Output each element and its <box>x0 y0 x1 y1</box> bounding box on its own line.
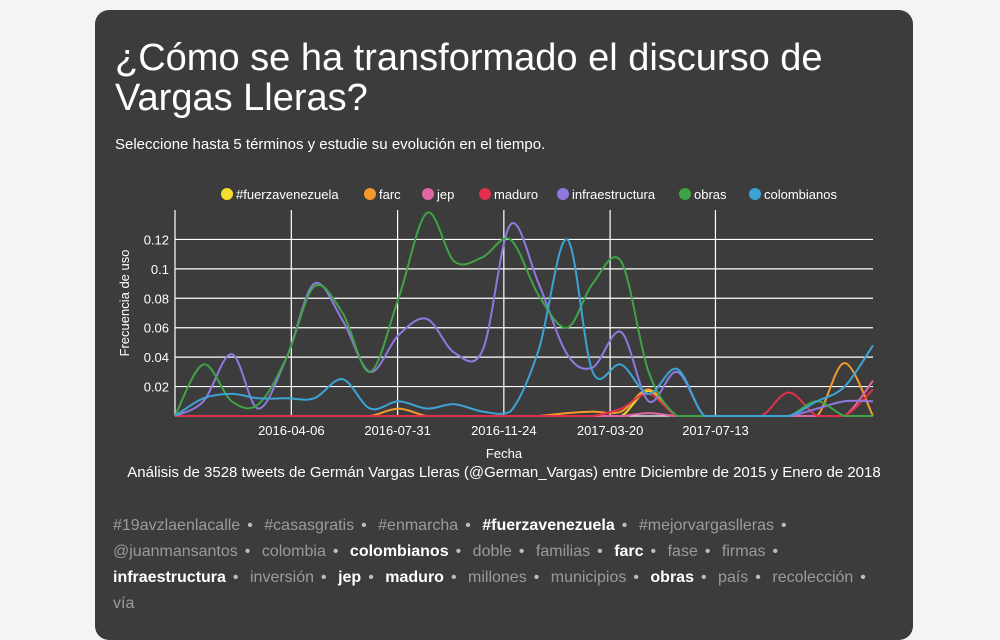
term-separator: • <box>597 543 603 560</box>
legend-label[interactable]: maduro <box>494 187 538 202</box>
term-option[interactable]: vía <box>113 595 135 612</box>
legend-label[interactable]: colombianos <box>764 187 837 202</box>
term-option[interactable]: #casasgratis <box>264 517 355 534</box>
term-option[interactable]: #fuerzavenezuela <box>482 517 615 534</box>
content-card: ¿Cómo se ha transformado el discurso de … <box>95 10 913 640</box>
term-option[interactable]: maduro <box>385 569 444 586</box>
term-option[interactable]: colombianos <box>349 543 449 560</box>
term-separator: • <box>621 517 628 534</box>
y-tick-label: 0.12 <box>144 232 169 247</box>
y-tick-label: 0.04 <box>144 350 169 365</box>
page-subtitle: Seleccione hasta 5 términos y estudie su… <box>115 136 546 153</box>
legend-swatch[interactable] <box>364 188 376 200</box>
term-frequency-line-chart: #fuerzavenezuela farc jep maduro infraestruc… <box>117 187 874 461</box>
term-option[interactable]: infraestructura <box>113 569 226 586</box>
series-line <box>174 238 874 417</box>
term-option[interactable]: doble <box>472 543 512 560</box>
x-tick-label: 2016-11-24 <box>471 423 537 438</box>
term-separator: • <box>361 517 367 534</box>
legend-label[interactable]: obras <box>694 187 727 202</box>
legend-swatch[interactable] <box>422 188 434 200</box>
x-tick-label: 2017-03-20 <box>577 423 644 438</box>
term-option[interactable]: colombia <box>261 543 326 560</box>
term-separator: • <box>755 569 761 586</box>
term-separator: • <box>704 543 711 560</box>
y-tick-label: 0.1 <box>151 262 169 277</box>
series-line <box>174 388 874 417</box>
term-separator: • <box>772 543 779 560</box>
analysis-caption: Análisis de 3528 tweets de Germán Vargas… <box>127 464 881 481</box>
term-separator: • <box>650 543 657 560</box>
x-tick-label: 2016-04-06 <box>258 423 325 438</box>
series-line <box>174 390 873 417</box>
term-separator: • <box>244 543 251 560</box>
term-option[interactable]: firmas <box>721 543 766 560</box>
term-separator: • <box>781 517 787 534</box>
term-option[interactable]: municipios <box>550 569 627 586</box>
y-axis-title: Frecuencia de uso <box>117 250 132 357</box>
term-option[interactable]: fase <box>667 543 698 560</box>
y-tick-label: 0.02 <box>144 380 169 395</box>
term-option[interactable]: @juanmansantos <box>113 543 238 560</box>
term-separator: • <box>247 517 253 534</box>
term-separator: • <box>518 543 525 560</box>
x-tick-label: 2017-07-13 <box>682 423 749 438</box>
term-option[interactable]: #19avzlaenlacalle <box>113 517 241 534</box>
term-option[interactable]: jep <box>338 569 362 586</box>
term-selector: #19avzlaenlacalle • #casasgratis • #enmarc… <box>113 513 898 617</box>
term-separator: • <box>700 569 707 586</box>
term-separator: • <box>465 517 471 534</box>
term-separator: • <box>332 543 339 560</box>
x-tick-label: 2016-07-31 <box>364 423 431 438</box>
legend-label[interactable]: farc <box>379 187 401 202</box>
term-separator: • <box>533 569 540 586</box>
term-option[interactable]: millones <box>468 569 527 586</box>
legend-label[interactable]: infraestructura <box>572 187 656 202</box>
legend-swatch[interactable] <box>679 188 691 200</box>
x-axis-title: Fecha <box>486 446 523 461</box>
term-option[interactable]: familias <box>535 543 591 560</box>
legend-swatch[interactable] <box>749 188 761 200</box>
term-separator: • <box>455 543 462 560</box>
legend-swatch[interactable] <box>557 188 569 200</box>
legend-swatch[interactable] <box>479 188 491 200</box>
term-separator: • <box>860 569 866 586</box>
term-option[interactable]: obras <box>650 569 694 586</box>
term-option[interactable]: #enmarcha <box>378 517 459 534</box>
term-option[interactable]: inversión <box>249 569 315 586</box>
term-separator: • <box>232 569 239 586</box>
y-tick-label: 0.06 <box>144 321 169 336</box>
legend-label[interactable]: #fuerzavenezuela <box>236 187 339 202</box>
term-separator: • <box>368 569 374 586</box>
term-option[interactable]: #mejorvargaslleras <box>638 517 775 534</box>
term-separator: • <box>450 569 457 586</box>
legend-swatch[interactable] <box>221 188 233 200</box>
term-option[interactable]: farc <box>614 543 644 560</box>
term-separator: • <box>633 569 639 586</box>
y-tick-label: 0.08 <box>144 291 169 306</box>
term-option[interactable]: país <box>718 569 749 586</box>
term-option[interactable]: recolección <box>772 569 854 586</box>
page-title: ¿Cómo se ha transformado el discurso de … <box>115 37 823 119</box>
term-separator: • <box>321 569 327 586</box>
legend-label[interactable]: jep <box>436 187 454 202</box>
